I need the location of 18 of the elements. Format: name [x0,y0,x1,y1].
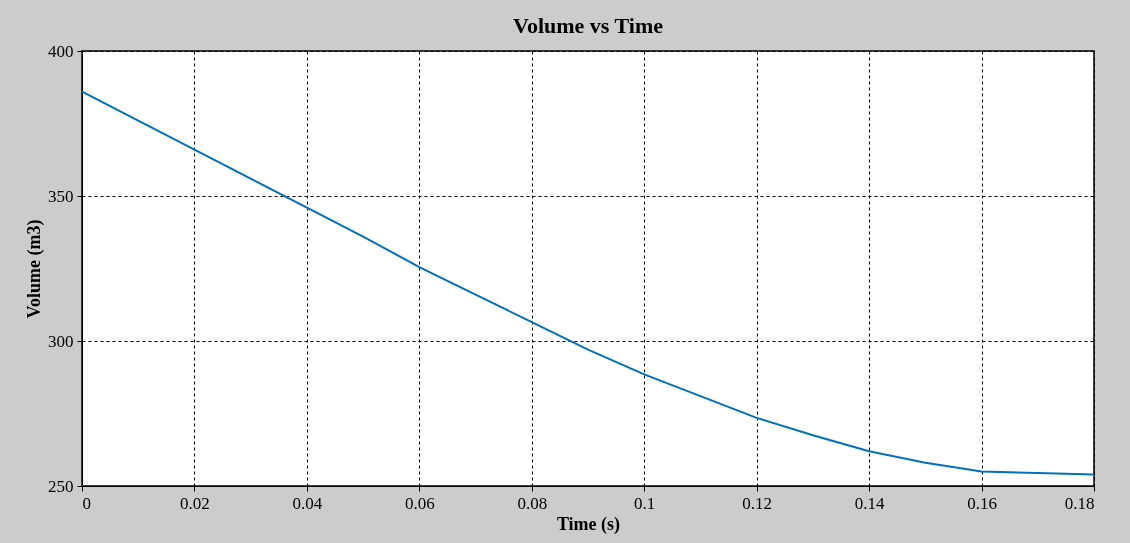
x-tick-label: 0.02 [180,493,210,513]
x-tick-label: 0.12 [742,493,773,513]
x-tick-label: 0.16 [967,493,997,513]
x-tick-label: 0.14 [854,493,885,513]
y-tick-label: 250 [48,476,74,496]
x-axis-title: Time (s) [556,513,621,535]
y-tick-label: 400 [48,41,74,61]
y-axis-title: Volume (m3) [24,219,45,319]
y-tick-label: 350 [48,186,74,206]
x-tick-label: 0.1 [634,493,656,513]
x-tick-label: 0.18 [1064,493,1095,513]
chart-title: Volume vs Time [513,13,664,38]
x-tick-label: 0.08 [517,493,548,513]
x-tick-label: 0.06 [404,493,435,513]
x-tick-label: 0 [82,493,91,513]
y-tick-label: 300 [48,331,74,351]
x-tick-label: 0.04 [292,493,323,513]
line-series [81,90,1095,476]
